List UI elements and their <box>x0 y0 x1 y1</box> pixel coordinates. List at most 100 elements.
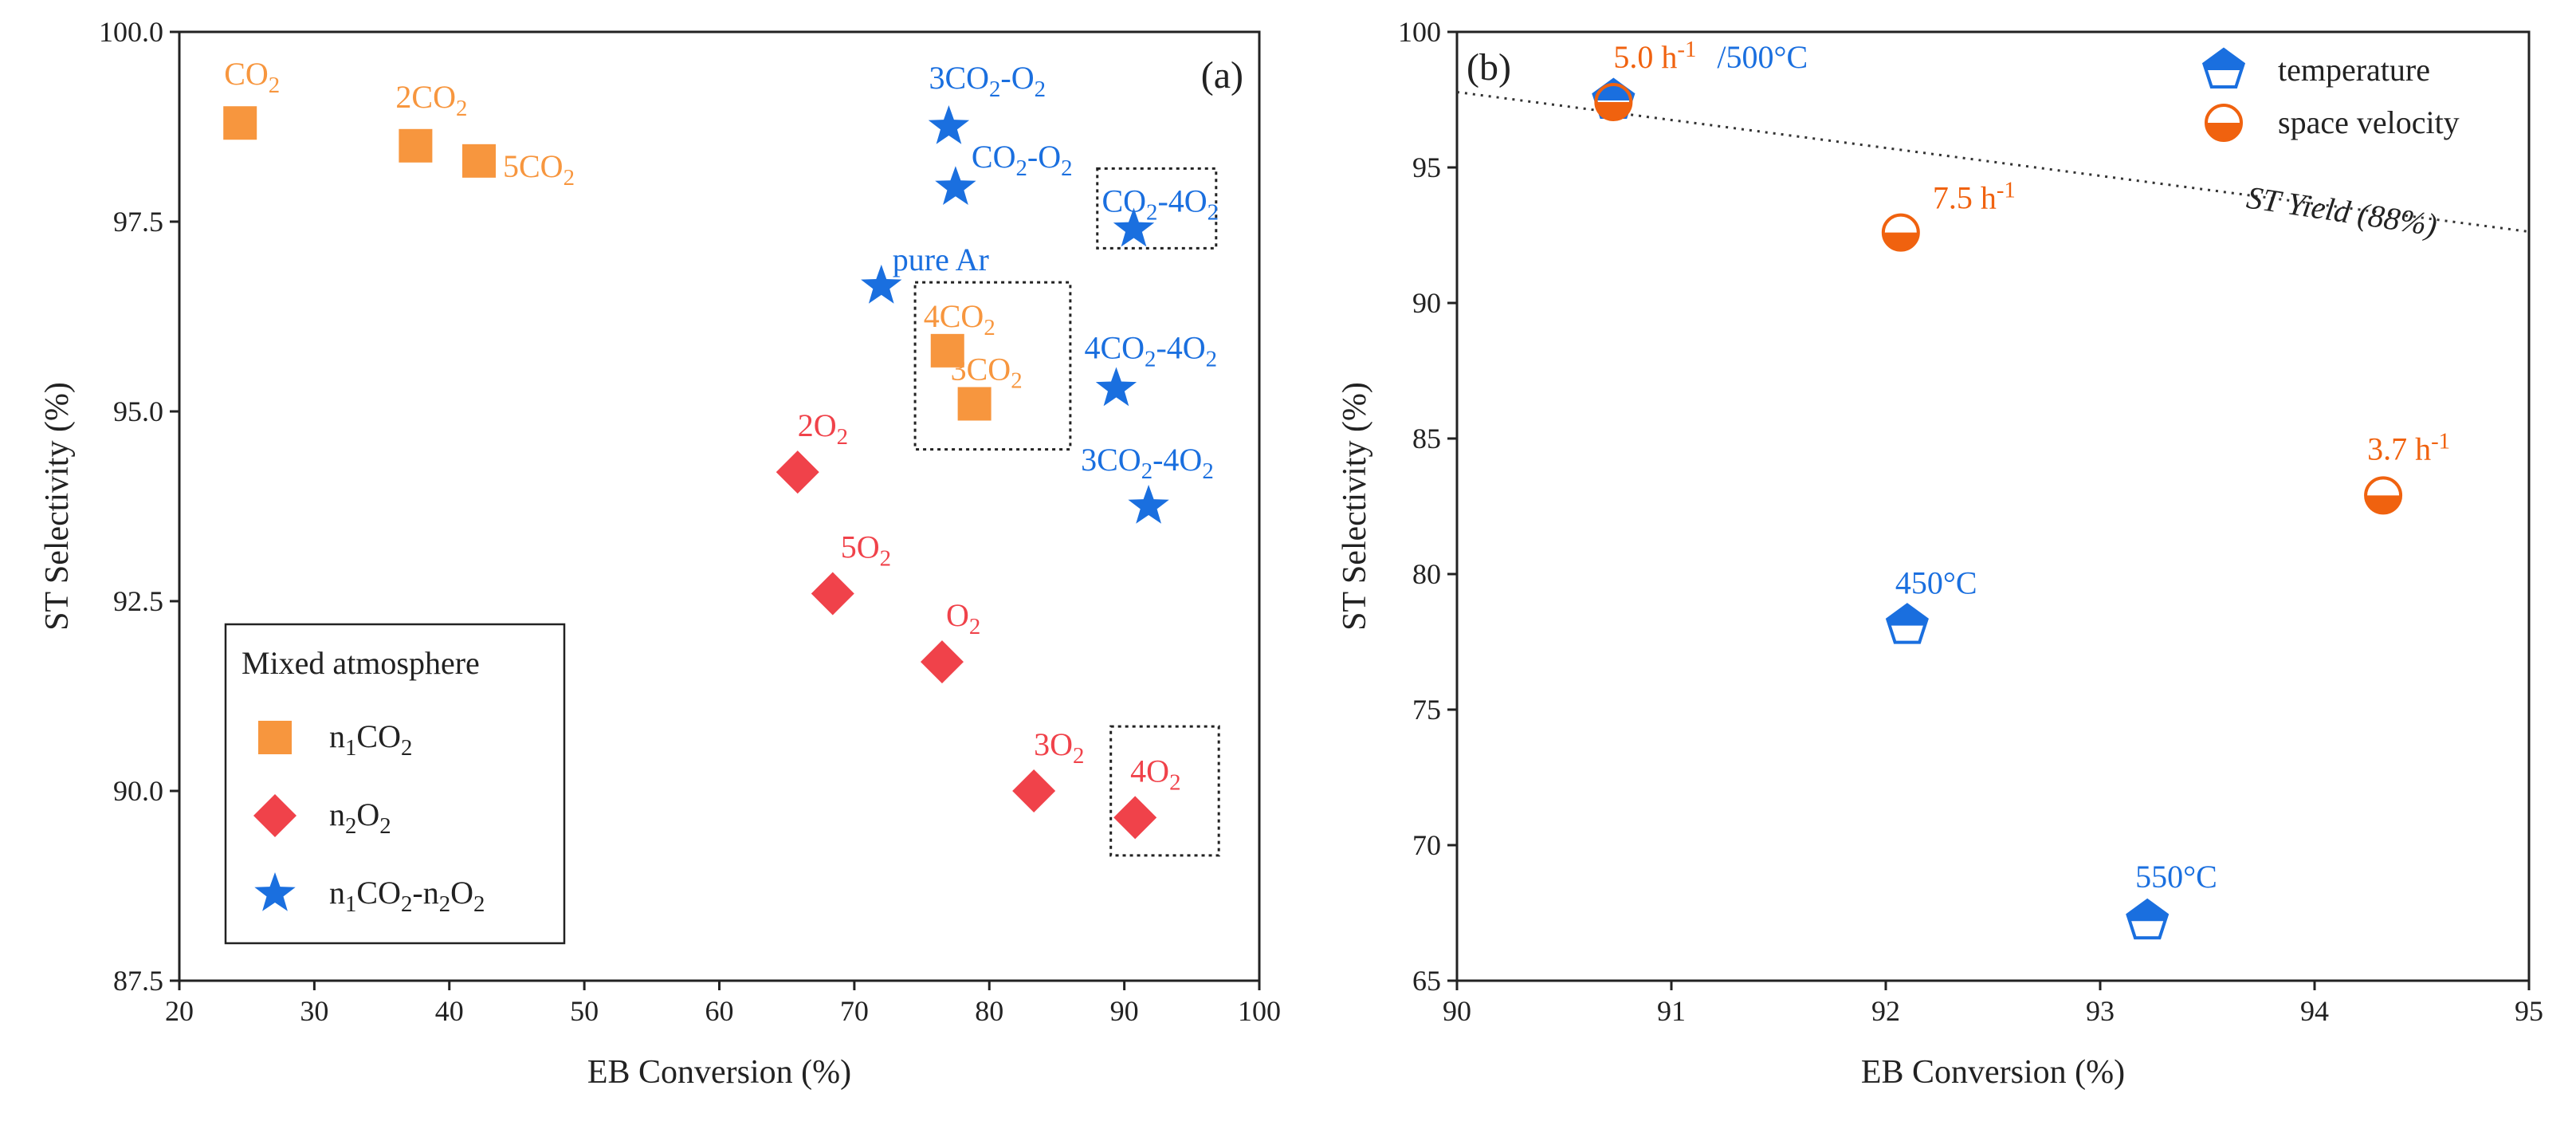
legend-label-n1co2-n2o2: n1CO2-n2O2 <box>329 875 485 917</box>
legend-marker-temperature <box>2201 47 2246 89</box>
point-2co2 <box>399 128 433 163</box>
point-o2 <box>920 640 964 684</box>
x-tick-label: 92 <box>1871 995 1900 1027</box>
data-label-co2: CO2 <box>224 56 280 98</box>
marker-outline <box>1885 603 1929 644</box>
x-tick-label: 70 <box>840 995 869 1027</box>
x-axis-label: EB Conversion (%) <box>587 1054 851 1091</box>
legend-marker-space-velocity <box>2205 104 2243 142</box>
legend-label-space-velocity: space velocity <box>2278 104 2460 140</box>
x-tick-label: 91 <box>1657 995 1686 1027</box>
data-label-3-7-h-1: 3.7 h-1 <box>2367 428 2450 466</box>
legend-marker-n1co2-n2o2 <box>254 872 296 911</box>
marker-fill <box>1596 102 1632 120</box>
marker-fill <box>2127 900 2167 922</box>
legend-label-temperature: temperature <box>2278 52 2430 88</box>
point-3co2-4o2 <box>1128 485 1169 524</box>
legend-label-n2o2: n2O2 <box>329 797 391 839</box>
series-n1co2: CO2 2CO2 5CO2 4CO2 3CO2 <box>223 56 1023 421</box>
marker-outline <box>2201 47 2246 89</box>
point-5o2 <box>811 572 854 616</box>
marker-fill <box>2204 49 2244 70</box>
point-3co2 <box>957 387 992 421</box>
point-3o2 <box>1012 769 1056 812</box>
y-tick-label: 100 <box>1398 16 1441 48</box>
marker-outline <box>2205 104 2243 142</box>
plot-frame <box>1455 30 2531 982</box>
x-tick-label: 20 <box>165 995 194 1027</box>
y-tick-label: 100.0 <box>99 16 163 48</box>
data-label-5-0-h-1: 5.0 h-1 <box>1613 37 1696 75</box>
legend-title: Mixed atmosphere <box>242 645 480 681</box>
data-label-5co2: 5CO2 <box>503 148 575 191</box>
point-co2 <box>223 106 257 140</box>
series-n2o2: 2O2 5O2 O2 3O2 4O2 <box>776 407 1180 840</box>
data-label-3co2-4o2: 3CO2-4O2 <box>1081 442 1214 484</box>
marker-fill <box>2206 123 2241 140</box>
x-tick-label: 94 <box>2300 995 2329 1027</box>
x-tick-label: 40 <box>435 995 464 1027</box>
st-yield-label: ST Yield (88%) <box>2244 179 2440 243</box>
y-tick-label: 90.0 <box>113 775 163 807</box>
y-tick-label: 70 <box>1412 829 1441 861</box>
marker-fill <box>1887 604 1927 626</box>
data-label-co2-4o2: CO2-4O2 <box>1101 183 1219 226</box>
highlight-box <box>913 281 1072 451</box>
marker-fill <box>1883 232 1918 250</box>
y-tick-label: 97.5 <box>113 206 163 238</box>
point-3co2-o2 <box>928 105 970 144</box>
point-7-5-h-1 <box>1881 213 1920 252</box>
y-axis-label: ST Selectivity (%) <box>1337 382 1373 631</box>
y-axis-label: ST Selectivity (%) <box>39 382 76 631</box>
panel-a: 20 30 40 50 60 70 80 90 100 87.5 90.0 92.5 95.0 97.5 1… <box>39 16 1281 1091</box>
y-tick-label: 87.5 <box>113 965 163 997</box>
series-5-0-h-1-500-c: 5.0 h-1/500°C <box>1592 37 1808 121</box>
x-axis-label: EB Conversion (%) <box>1861 1054 2125 1091</box>
data-label-3o2: 3O2 <box>1034 726 1084 769</box>
x-tick-label: 50 <box>570 995 599 1027</box>
point-pure-ar <box>861 264 902 304</box>
marker-outline <box>1881 213 1920 252</box>
legend-marker-n1co2 <box>258 721 292 754</box>
legend-a: Mixed atmosphere n1CO2 n2O2 n1CO2-n2O2 <box>224 623 566 945</box>
panel-b: 90 91 92 93 94 95 65 70 75 80 85 90 95 100 EB Conversi… <box>1337 16 2543 1091</box>
point-450-c <box>1885 603 1929 644</box>
data-label-4co2-4o2: 4CO2-4O2 <box>1084 329 1217 372</box>
y-tick-label: 92.5 <box>113 585 163 617</box>
x-tick-label: 90 <box>1110 995 1139 1027</box>
point-co2-4o2 <box>1113 207 1155 247</box>
point-550-c <box>2126 898 2170 940</box>
point-co2-o2 <box>935 166 976 205</box>
data-label-3co2-o2: 3CO2-O2 <box>929 60 1046 102</box>
legend-marker-n2o2 <box>253 794 296 837</box>
legend-label-n1co2: n1CO2 <box>329 718 412 761</box>
data-label-5o2: 5O2 <box>841 529 891 571</box>
data-label-3co2: 3CO2 <box>951 351 1023 393</box>
marker-outline <box>2126 898 2170 940</box>
panel-tag: (b) <box>1467 46 1511 89</box>
marker-outline <box>2364 476 2403 515</box>
x-tick-label: 90 <box>1443 995 1471 1027</box>
data-label-7-5-h-1: 7.5 h-1 <box>1933 178 2016 216</box>
series-temperature: 450°C 550°C <box>1885 565 2217 940</box>
x-tick-label: 95 <box>2515 995 2543 1027</box>
marker-outline <box>1594 83 1633 121</box>
y-tick-label: 85 <box>1412 423 1441 454</box>
data-label-2o2: 2O2 <box>798 407 848 450</box>
x-tick-label: 80 <box>975 995 1003 1027</box>
y-tick-label: 95 <box>1412 151 1441 183</box>
data-label-co2-o2: CO2-O2 <box>972 139 1073 181</box>
x-tick-label: 93 <box>2086 995 2115 1027</box>
x-tick-label: 60 <box>705 995 734 1027</box>
marker-fill <box>1593 80 1634 100</box>
data-label-pure-ar: pure Ar <box>893 242 989 277</box>
x-tick-label: 100 <box>1238 995 1281 1027</box>
data-label-2co2: 2CO2 <box>395 79 467 121</box>
highlight-box <box>1109 725 1220 857</box>
series-n1co2-n2o2: 3CO2-O2 CO2-O2 CO2-4O2 pure Ar 4CO2-4O2 3CO2-… <box>861 60 1219 524</box>
y-tick-label: 90 <box>1412 287 1441 319</box>
point-5co2 <box>462 144 497 178</box>
legend-b: temperature space velocity <box>2201 47 2460 142</box>
y-tick-label: 65 <box>1412 965 1441 997</box>
